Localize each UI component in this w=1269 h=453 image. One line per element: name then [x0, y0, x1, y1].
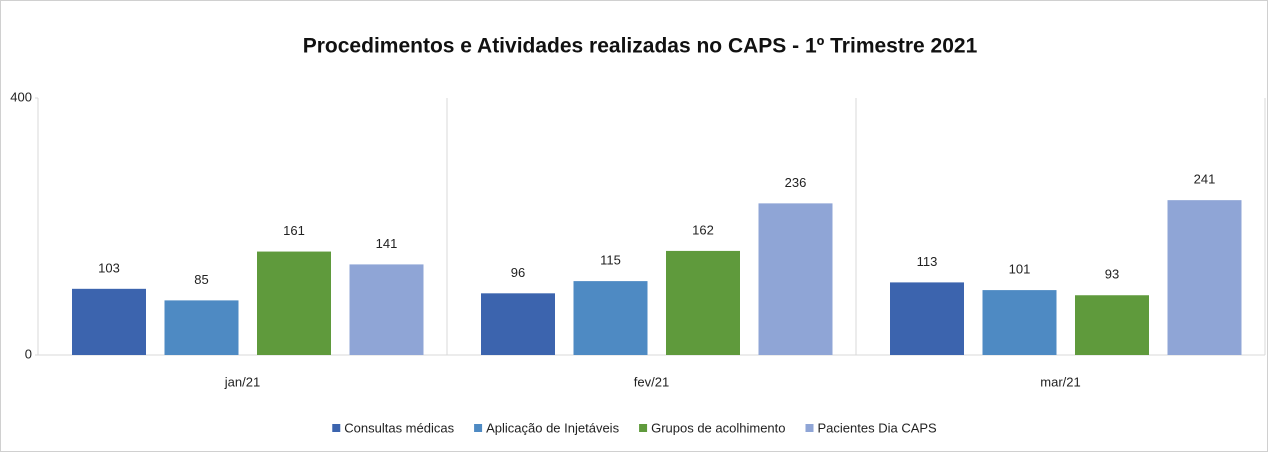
data-label: 85: [194, 272, 208, 287]
data-label: 113: [917, 254, 938, 269]
chart-title: Procedimentos e Atividades realizadas no…: [303, 35, 978, 58]
bar: [573, 281, 648, 355]
data-label: 141: [376, 236, 398, 251]
data-label: 241: [1194, 172, 1216, 187]
data-label: 103: [98, 260, 120, 275]
bar: [666, 250, 740, 355]
bar: [164, 300, 239, 355]
legend-swatch: [332, 424, 341, 432]
y-tick-label: 400: [10, 89, 32, 104]
bar: [72, 288, 146, 355]
bar: [1075, 295, 1149, 355]
data-label: 162: [692, 222, 714, 237]
legend-label: Consultas médicas: [344, 420, 454, 435]
data-label: 96: [511, 265, 525, 280]
x-tick-label: fev/21: [634, 374, 669, 389]
legend-label: Pacientes Dia CAPS: [818, 420, 938, 435]
legend-swatch: [639, 424, 648, 432]
y-tick-label: 0: [25, 346, 32, 361]
bar: [982, 290, 1057, 355]
bar: [1167, 200, 1242, 355]
x-tick-label: mar/21: [1040, 374, 1080, 389]
bar: [257, 251, 331, 355]
bar: [349, 264, 424, 355]
data-label: 93: [1105, 267, 1119, 282]
legend-swatch: [805, 424, 814, 432]
data-label: 101: [1009, 262, 1031, 277]
legend-label: Aplicação de Injetáveis: [486, 420, 619, 435]
x-tick-label: jan/21: [224, 374, 260, 389]
bar: [481, 293, 555, 355]
bar: [758, 203, 833, 355]
legend-label: Grupos de acolhimento: [651, 420, 785, 435]
bar: [890, 282, 964, 355]
legend-swatch: [474, 424, 483, 432]
data-label: 161: [283, 223, 305, 238]
data-label: 236: [785, 175, 807, 190]
data-label: 115: [600, 253, 621, 268]
